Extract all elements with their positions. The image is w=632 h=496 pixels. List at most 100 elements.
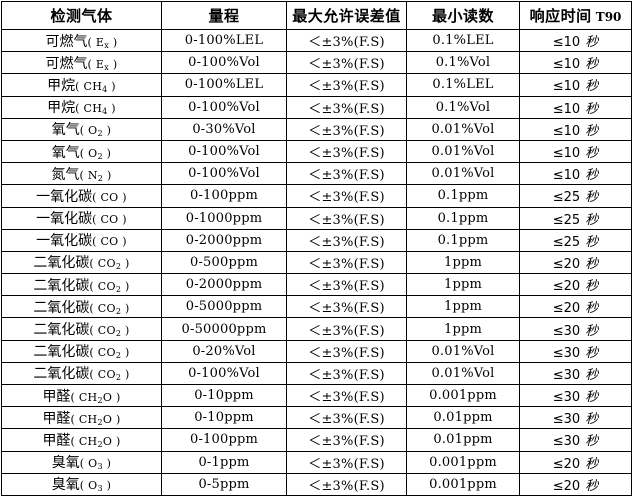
- table-row: 甲醛( CH2O ) 0-10ppm ＜±3%(F.S) 0.001ppm ≤30 秒: [1, 383, 632, 408]
- column-header-min-reading: 最小读数: [406, 1, 520, 30]
- cell-gas-name: 一氧化碳( CO ): [1, 206, 162, 230]
- cell-max-error: ＜±3%(F.S): [286, 295, 407, 319]
- response-time-value: ≤10: [552, 101, 581, 117]
- gas-name-label: 甲烷: [47, 100, 76, 117]
- cell-max-error: ＜±3%(F.S): [286, 162, 407, 186]
- table-row: 臭氧( O3 ) 0-1ppm ＜±3%(F.S) 0.001ppm ≤20 秒: [1, 450, 632, 474]
- response-time-unit: 秒: [581, 256, 599, 272]
- table-row: 氮气( N2 ) 0-100%Vol ＜±3%(F.S) 0.01%Vol ≤10 秒: [1, 162, 632, 186]
- cell-gas-name: 甲醛( CH2O ): [1, 383, 162, 408]
- cell-max-error: ＜±3%(F.S): [286, 450, 407, 474]
- response-time-value: ≤10: [552, 35, 581, 51]
- table-row: 二氧化碳( CO2 ) 0-50000ppm ＜±3%(F.S) 1ppm ≤30 秒: [1, 317, 632, 341]
- response-time-unit: 秒: [581, 434, 599, 450]
- gas-name-label: 二氧化碳: [33, 255, 90, 272]
- cell-gas-name: 可燃气( Ex ): [1, 28, 162, 53]
- cell-gas-name: 甲醛( CH2O ): [1, 406, 162, 430]
- column-header-gas: 检测气体: [1, 1, 162, 30]
- response-time-value: ≤20: [552, 279, 581, 295]
- gas-chemical-formula: ( CO2 ): [89, 279, 130, 294]
- table-row: 二氧化碳( CO2 ) 0-2000ppm ＜±3%(F.S) 1ppm ≤20 秒: [1, 273, 632, 297]
- cell-measuring-range: 0-5ppm: [161, 472, 287, 496]
- cell-gas-name: 甲烷( CH4 ): [1, 95, 162, 119]
- table-row: 二氧化碳( CO2 ) 0-100%Vol ＜±3%(F.S) 0.01%Vol ≤30…: [1, 361, 632, 386]
- gas-chemical-formula: ( O2 ): [79, 124, 112, 139]
- gas-name-label: 甲醛: [42, 388, 71, 405]
- cell-max-error: ＜±3%(F.S): [286, 406, 407, 430]
- response-time-value: ≤30: [552, 323, 581, 339]
- table-row: 二氧化碳( CO2 ) 0-500ppm ＜±3%(F.S) 1ppm ≤20 秒: [1, 250, 632, 275]
- cell-max-error: ＜±3%(F.S): [286, 361, 407, 386]
- cell-max-error: ＜±3%(F.S): [286, 184, 407, 208]
- response-time-unit: 秒: [581, 79, 599, 95]
- gas-chemical-formula: ( O2 ): [79, 146, 112, 161]
- cell-min-reading: 0.001ppm: [406, 450, 520, 474]
- cell-max-error: ＜±3%(F.S): [286, 51, 407, 75]
- table-row: 甲醛( CH2O ) 0-10ppm ＜±3%(F.S) 0.01ppm ≤30 秒: [1, 406, 632, 430]
- response-time-unit: 秒: [581, 101, 599, 117]
- cell-max-error: ＜±3%(F.S): [286, 339, 407, 363]
- response-time-unit: 秒: [581, 146, 599, 162]
- table-row: 臭氧( O3 ) 0-5ppm ＜±3%(F.S) 0.001ppm ≤20 秒: [1, 472, 632, 496]
- cell-min-reading: 0.1ppm: [406, 206, 520, 230]
- cell-max-error: ＜±3%(F.S): [286, 228, 407, 252]
- column-header-response-time: 响应时间 T90: [519, 1, 632, 30]
- gas-name-label: 二氧化碳: [33, 322, 90, 339]
- cell-measuring-range: 0-100%Vol: [161, 162, 287, 186]
- response-time-unit: 秒: [581, 212, 599, 228]
- cell-response-time: ≤30 秒: [519, 406, 632, 430]
- table-row: 一氧化碳( CO ) 0-2000ppm ＜±3%(F.S) 0.1ppm ≤25 秒: [1, 228, 632, 252]
- column-header-label: 响应时间: [529, 7, 592, 25]
- cell-min-reading: 0.01%Vol: [406, 139, 520, 164]
- gas-name-label: 二氧化碳: [33, 344, 90, 361]
- gas-name-label: 氧气: [51, 144, 80, 161]
- cell-max-error: ＜±3%(F.S): [286, 383, 407, 408]
- cell-max-error: ＜±3%(F.S): [286, 73, 407, 97]
- cell-min-reading: 0.01ppm: [406, 428, 520, 452]
- response-time-unit: 秒: [581, 57, 599, 73]
- table-row: 可燃气( Ex ) 0-100%Vol ＜±3%(F.S) 0.1%Vol ≤10 秒: [1, 51, 632, 75]
- cell-measuring-range: 0-10ppm: [161, 383, 287, 408]
- cell-measuring-range: 0-30%Vol: [161, 117, 287, 141]
- cell-min-reading: 0.1%LEL: [406, 28, 520, 53]
- gas-chemical-formula: ( CH4 ): [75, 102, 116, 117]
- cell-measuring-range: 0-1000ppm: [161, 206, 287, 230]
- response-time-unit: 秒: [581, 367, 599, 383]
- cell-min-reading: 0.01%Vol: [406, 162, 520, 186]
- cell-measuring-range: 0-100%Vol: [161, 51, 287, 75]
- gas-name-label: 一氧化碳: [36, 188, 93, 205]
- response-time-unit: 秒: [581, 279, 599, 295]
- cell-response-time: ≤20 秒: [519, 250, 632, 275]
- cell-gas-name: 臭氧( O3 ): [1, 472, 162, 496]
- cell-max-error: ＜±3%(F.S): [286, 139, 407, 164]
- gas-chemical-formula: ( CH2O ): [70, 434, 121, 449]
- cell-gas-name: 二氧化碳( CO2 ): [1, 317, 162, 341]
- response-time-value: ≤30: [552, 367, 581, 383]
- cell-min-reading: 1ppm: [406, 250, 520, 275]
- cell-response-time: ≤25 秒: [519, 206, 632, 230]
- cell-measuring-range: 0-100ppm: [161, 184, 287, 208]
- cell-response-time: ≤10 秒: [519, 139, 632, 164]
- response-time-value: ≤20: [552, 256, 581, 272]
- cell-gas-name: 氧气( O2 ): [1, 117, 162, 141]
- cell-min-reading: 0.1%Vol: [406, 95, 520, 119]
- table-header-row: 检测气体 量程 最大允许误差值 最小读数 响应时间 T90: [1, 1, 632, 30]
- column-header-range: 量程: [161, 1, 287, 30]
- table-row: 氧气( O2 ) 0-30%Vol ＜±3%(F.S) 0.01%Vol ≤10 秒: [1, 117, 632, 141]
- gas-chemical-formula: ( CO2 ): [89, 301, 130, 316]
- cell-response-time: ≤20 秒: [519, 273, 632, 297]
- cell-response-time: ≤10 秒: [519, 51, 632, 75]
- cell-measuring-range: 0-500ppm: [161, 250, 287, 275]
- gas-chemical-formula: ( CO2 ): [89, 368, 130, 383]
- table-row: 甲烷( CH4 ) 0-100%Vol ＜±3%(F.S) 0.1%Vol ≤10 秒: [1, 95, 632, 119]
- response-time-value: ≤25: [552, 212, 581, 228]
- cell-gas-name: 一氧化碳( CO ): [1, 184, 162, 208]
- gas-chemical-formula: ( O3 ): [79, 479, 112, 494]
- cell-min-reading: 0.01ppm: [406, 406, 520, 430]
- gas-chemical-formula: ( CH4 ): [75, 79, 116, 94]
- gas-chemical-formula: ( CO ): [92, 190, 127, 204]
- cell-response-time: ≤10 秒: [519, 162, 632, 186]
- cell-gas-name: 甲醛( CH2O ): [1, 428, 162, 452]
- table-row: 氧气( O2 ) 0-100%Vol ＜±3%(F.S) 0.01%Vol ≤10 秒: [1, 139, 632, 164]
- cell-max-error: ＜±3%(F.S): [286, 428, 407, 452]
